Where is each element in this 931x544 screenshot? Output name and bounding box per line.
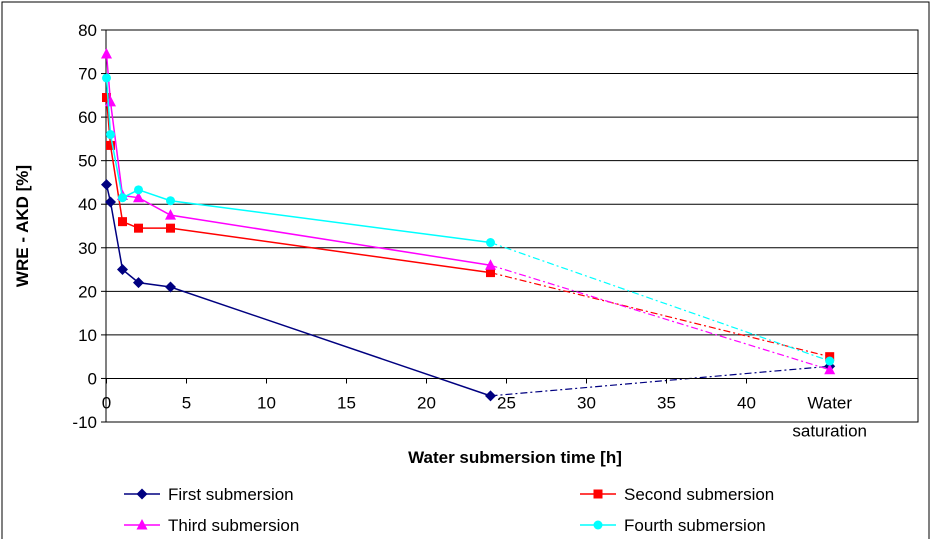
y-tick-label: 10: [78, 326, 97, 345]
y-tick-label: 80: [78, 21, 97, 40]
y-tick-label: 40: [78, 195, 97, 214]
legend-swatch-marker: [136, 488, 148, 500]
data-point: [106, 140, 115, 150]
series-line: [105, 53, 491, 266]
data-point: [485, 259, 496, 270]
legend-label: First submersion: [168, 485, 294, 504]
data-point: [118, 193, 127, 203]
x-tick-label: 5: [182, 393, 191, 412]
legend-label: Second submersion: [624, 485, 774, 504]
data-point: [117, 264, 128, 276]
y-axis-title: WRE - AKD [%]: [13, 165, 32, 287]
data-point: [101, 179, 112, 191]
x-tick-label: 25: [497, 393, 516, 412]
x-axis-title: Water submersion time [h]: [408, 448, 622, 467]
y-tick-label: 70: [78, 65, 97, 84]
legend-label: Third submersion: [168, 516, 299, 535]
data-point: [102, 73, 111, 83]
x-tick-label: 15: [337, 393, 356, 412]
x-tick-label-water: Water: [807, 393, 852, 412]
data-point-saturation: [824, 363, 836, 375]
legend-item: Third submersion: [124, 516, 299, 535]
series-saturation-line: [490, 264, 830, 371]
data-point: [486, 268, 495, 278]
data-point: [118, 217, 127, 227]
legend-label: Fourth submersion: [624, 516, 766, 535]
x-tick-label: 35: [657, 393, 676, 412]
data-point: [106, 130, 115, 140]
series-1: [101, 179, 836, 402]
data-point: [134, 185, 143, 195]
legend: First submersion Second submersion Third s…: [124, 485, 774, 535]
data-point: [166, 223, 175, 233]
data-point-saturation: [825, 356, 835, 366]
data-point: [133, 277, 144, 289]
y-tick-label: 50: [78, 152, 97, 171]
series-saturation-line: [490, 272, 830, 358]
data-point: [105, 196, 116, 208]
y-tick-label: 30: [78, 239, 97, 258]
data-point: [485, 390, 496, 402]
x-tick-label: 30: [577, 393, 596, 412]
series-4: [102, 73, 835, 366]
legend-swatch-marker: [136, 519, 148, 530]
data-point: [133, 191, 144, 203]
data-point: [486, 238, 495, 248]
x-tick-label-saturation: saturation: [792, 421, 867, 440]
data-point: [165, 209, 176, 220]
legend-item: First submersion: [124, 485, 294, 504]
data-point: [166, 196, 175, 206]
legend-item: Fourth submersion: [580, 516, 766, 535]
data-point: [134, 223, 143, 233]
legend-item: Second submersion: [580, 485, 774, 504]
x-tick-label: 0: [102, 393, 111, 412]
y-tick-label: 60: [78, 108, 97, 127]
legend-swatch-marker: [593, 489, 603, 499]
legend-swatch-marker: [593, 520, 603, 530]
data-point: [165, 281, 176, 293]
y-tick-label: 20: [78, 282, 97, 301]
data-point: [101, 47, 112, 59]
series-saturation-line: [490, 365, 830, 397]
data-point: [102, 93, 111, 103]
x-tick-label: 20: [417, 393, 436, 412]
x-tick-label: 40: [737, 393, 756, 412]
plot-area: [105, 29, 919, 423]
y-tick-label: -10: [72, 413, 97, 432]
y-tick-label: 0: [88, 369, 97, 388]
x-tick-label: 10: [257, 393, 276, 412]
series-line: [105, 77, 491, 244]
